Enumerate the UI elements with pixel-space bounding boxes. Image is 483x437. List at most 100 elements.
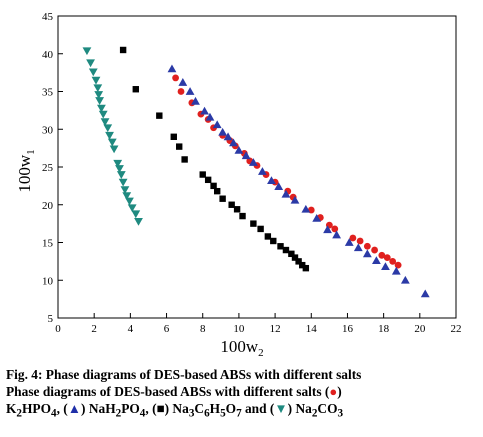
data-point-nah2po4 [191, 96, 200, 105]
data-point-na3c6h5o7 [277, 243, 284, 250]
data-point-na3c6h5o7 [119, 46, 127, 54]
x-tick-label: 8 [200, 323, 206, 335]
data-point-nah2po4 [212, 120, 222, 129]
data-point-na2co3 [82, 47, 92, 56]
data-point-na3c6h5o7 [228, 201, 235, 208]
data-point-nah2po4 [281, 189, 291, 198]
y-tick-label: 20 [42, 200, 54, 212]
data-point-na3c6h5o7 [295, 258, 302, 265]
figure-caption-title: Fig. 4: Phase diagrams of DES-based ABSs… [6, 367, 362, 382]
data-point-na3c6h5o7 [288, 250, 295, 258]
data-point-nah2po4 [301, 204, 311, 213]
data-point-k2hpo4 [172, 74, 179, 82]
data-point-na3c6h5o7 [219, 195, 226, 202]
data-point-nah2po4 [372, 256, 381, 265]
data-point-na3c6h5o7 [250, 220, 257, 227]
data-point-nah2po4 [200, 106, 209, 115]
data-point-na3c6h5o7 [199, 171, 206, 178]
data-point-nah2po4 [167, 64, 177, 73]
legend-citrate-label: ) Na3C6H5O7 [164, 401, 242, 420]
data-point-na2co3 [120, 186, 130, 195]
data-point-na3c6h5o7 [239, 212, 246, 220]
y-axis-title-main: 100w [15, 154, 34, 193]
data-point-nah2po4 [248, 158, 258, 166]
y-tick-label: 30 [42, 124, 54, 136]
data-point-na2co3 [125, 197, 134, 206]
data-point-k2hpo4 [383, 254, 391, 261]
data-point-nah2po4 [205, 112, 215, 121]
y-tick-label: 10 [42, 275, 54, 287]
y-tick-label: 25 [42, 162, 54, 174]
data-point-na3c6h5o7 [257, 225, 264, 233]
x-axis-title: 100w2 [220, 337, 263, 359]
legend-nah2po4-symbol: ▲ [67, 401, 82, 416]
legend-carbonate-label: ) Na2CO3 [287, 401, 344, 420]
data-point-na3c6h5o7 [204, 176, 212, 184]
data-point-na3c6h5o7 [181, 156, 188, 163]
y-tick-label: 35 [42, 87, 54, 99]
y-tick-label: 5 [48, 313, 54, 325]
data-point-nah2po4 [267, 176, 276, 184]
data-point-nah2po4 [178, 78, 188, 86]
y-axis-title: 100w1 [15, 149, 37, 192]
y-tick-label: 45 [42, 11, 54, 23]
data-point-nah2po4 [218, 127, 228, 136]
x-axis-ticks: 0 2 4 6 8 10 12 14 16 18 20 22 [55, 313, 462, 335]
data-point-na2co3 [107, 138, 117, 147]
x-tick-label: 22 [451, 323, 462, 335]
data-point-na2co3 [94, 91, 104, 99]
data-point-nah2po4 [274, 182, 284, 191]
data-point-na2co3 [118, 178, 128, 187]
x-tick-label: 6 [164, 323, 170, 335]
data-point-na2co3 [122, 192, 132, 201]
data-point-na3c6h5o7 [132, 86, 139, 93]
data-point-na3c6h5o7 [291, 254, 299, 261]
data-point-na2co3 [127, 204, 137, 213]
x-tick-label: 12 [270, 323, 281, 335]
data-point-na2co3 [91, 76, 101, 85]
data-point-na3c6h5o7 [299, 261, 306, 269]
data-point-na2co3 [88, 68, 98, 77]
data-point-nah2po4 [258, 167, 267, 175]
data-point-k2hpo4 [349, 234, 357, 242]
legend-carbonate-symbol: ▼ [274, 401, 288, 416]
data-point-k2hpo4 [394, 261, 402, 269]
data-point-na2co3 [93, 84, 103, 93]
data-point-nah2po4 [420, 289, 430, 298]
legend-nah2po4-label: ) NaH2PO4 [81, 401, 146, 420]
data-point-k2hpo4 [389, 257, 397, 265]
data-point-nah2po4 [229, 138, 238, 147]
data-point-na3c6h5o7 [264, 233, 272, 240]
data-point-k2hpo4 [363, 242, 371, 250]
data-point-nah2po4 [223, 132, 233, 141]
data-point-nah2po4 [344, 238, 354, 246]
data-point-k2hpo4 [331, 225, 339, 233]
x-axis-title-main: 100w [220, 337, 259, 356]
data-point-na3c6h5o7 [233, 206, 241, 213]
data-point-k2hpo4 [378, 251, 386, 259]
legend-k2hpo4-label: K2HPO4 [6, 401, 57, 420]
caption-paren: ) [337, 384, 342, 399]
data-point-na2co3 [115, 165, 124, 173]
figure-caption-line2: Phase diagrams of DES-based ABSs with di… [6, 383, 478, 400]
data-point-nah2po4 [241, 151, 251, 160]
data-point-na2co3 [134, 217, 143, 226]
data-point-nah2po4 [323, 225, 332, 234]
data-point-na2co3 [95, 97, 105, 105]
x-tick-label: 4 [128, 323, 134, 335]
x-tick-label: 18 [378, 323, 390, 335]
data-point-k2hpo4 [177, 88, 185, 95]
data-point-na3c6h5o7 [156, 112, 163, 119]
data-point-na2co3 [86, 59, 95, 68]
data-point-nah2po4 [362, 249, 372, 258]
data-point-nah2po4 [391, 266, 401, 275]
data-point-na2co3 [103, 124, 113, 133]
data-point-k2hpo4 [356, 237, 364, 245]
y-tick-label: 15 [42, 238, 54, 250]
data-point-na3c6h5o7 [282, 246, 290, 254]
y-axis-title-sub: 1 [25, 149, 37, 155]
x-tick-label: 2 [91, 323, 97, 335]
data-point-k2hpo4 [371, 246, 378, 254]
data-point-nah2po4 [312, 213, 322, 222]
